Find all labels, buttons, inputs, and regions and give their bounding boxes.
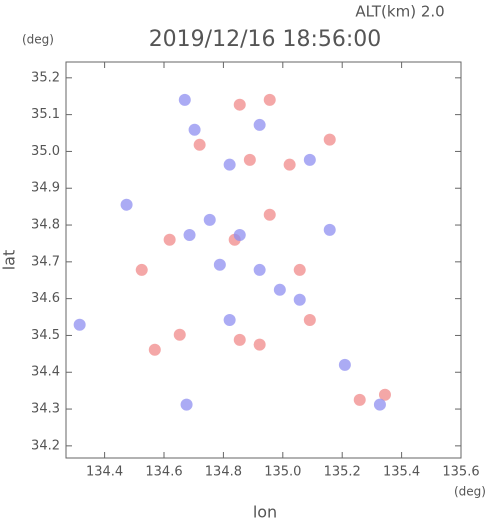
echo-patch <box>253 263 266 276</box>
plot-frame <box>65 61 462 459</box>
echo-patch <box>253 118 266 131</box>
echo-patch <box>338 358 351 371</box>
y-unit: (deg) <box>22 33 54 47</box>
echo-patch <box>223 158 236 171</box>
echo-patch <box>183 228 196 241</box>
echo-patch <box>233 98 246 111</box>
echo-patch <box>233 333 246 346</box>
echo-patch <box>253 338 266 351</box>
echo-patch <box>135 263 148 276</box>
x-axis-title: lon <box>253 503 277 522</box>
y-tick-label: 34.2 <box>31 438 60 453</box>
echo-patch <box>293 293 306 306</box>
y-tick-label: 34.7 <box>31 254 60 269</box>
y-axis-title: lat <box>0 250 19 271</box>
echo-patch <box>373 398 386 411</box>
echo-patch <box>180 398 193 411</box>
y-tick-label: 35.1 <box>31 107 60 122</box>
echo-patch <box>193 138 206 151</box>
x-tick-label: 134.6 <box>145 465 182 480</box>
echo-patch <box>323 133 336 146</box>
echo-patch <box>178 93 191 106</box>
x-tick-label: 134.8 <box>205 465 242 480</box>
echo-patch <box>273 283 286 296</box>
echo-patch <box>203 213 216 226</box>
echo-patch <box>173 328 186 341</box>
echo-patch <box>283 158 296 171</box>
y-tick-label: 34.3 <box>31 402 60 417</box>
chart-title: 2019/12/16 18:56:00 <box>149 27 382 52</box>
x-tick-label: 135.2 <box>324 465 361 480</box>
echo-patch <box>303 313 316 326</box>
x-tick-label: 135.6 <box>442 465 479 480</box>
echo-patch <box>303 153 316 166</box>
echo-patch <box>188 123 201 136</box>
x-tick-label: 135.4 <box>383 465 420 480</box>
altitude-label: ALT(km) 2.0 <box>355 3 444 21</box>
y-tick-label: 34.8 <box>31 218 60 233</box>
echo-patch <box>148 343 161 356</box>
y-tick-label: 34.4 <box>31 365 60 380</box>
echo-patch <box>73 318 86 331</box>
x-tick-label: 134.4 <box>86 465 123 480</box>
echo-patch <box>120 198 133 211</box>
x-unit: (deg) <box>454 485 486 499</box>
y-tick-label: 34.6 <box>31 291 60 306</box>
y-tick-label: 34.9 <box>31 181 60 196</box>
echo-patch <box>323 223 336 236</box>
echo-patch <box>243 153 256 166</box>
echo-patch <box>163 233 176 246</box>
echo-patch <box>233 228 246 241</box>
echo-patch <box>223 313 236 326</box>
echo-patch <box>293 263 306 276</box>
y-tick-label: 35.0 <box>31 144 60 159</box>
echo-patch <box>263 93 276 106</box>
echo-patch <box>353 393 366 406</box>
echo-patch <box>378 388 391 401</box>
echo-patch <box>213 258 226 271</box>
echo-patch <box>263 208 276 221</box>
y-tick-label: 35.2 <box>31 70 60 85</box>
x-tick-label: 135.0 <box>264 465 301 480</box>
y-tick-label: 34.5 <box>31 328 60 343</box>
